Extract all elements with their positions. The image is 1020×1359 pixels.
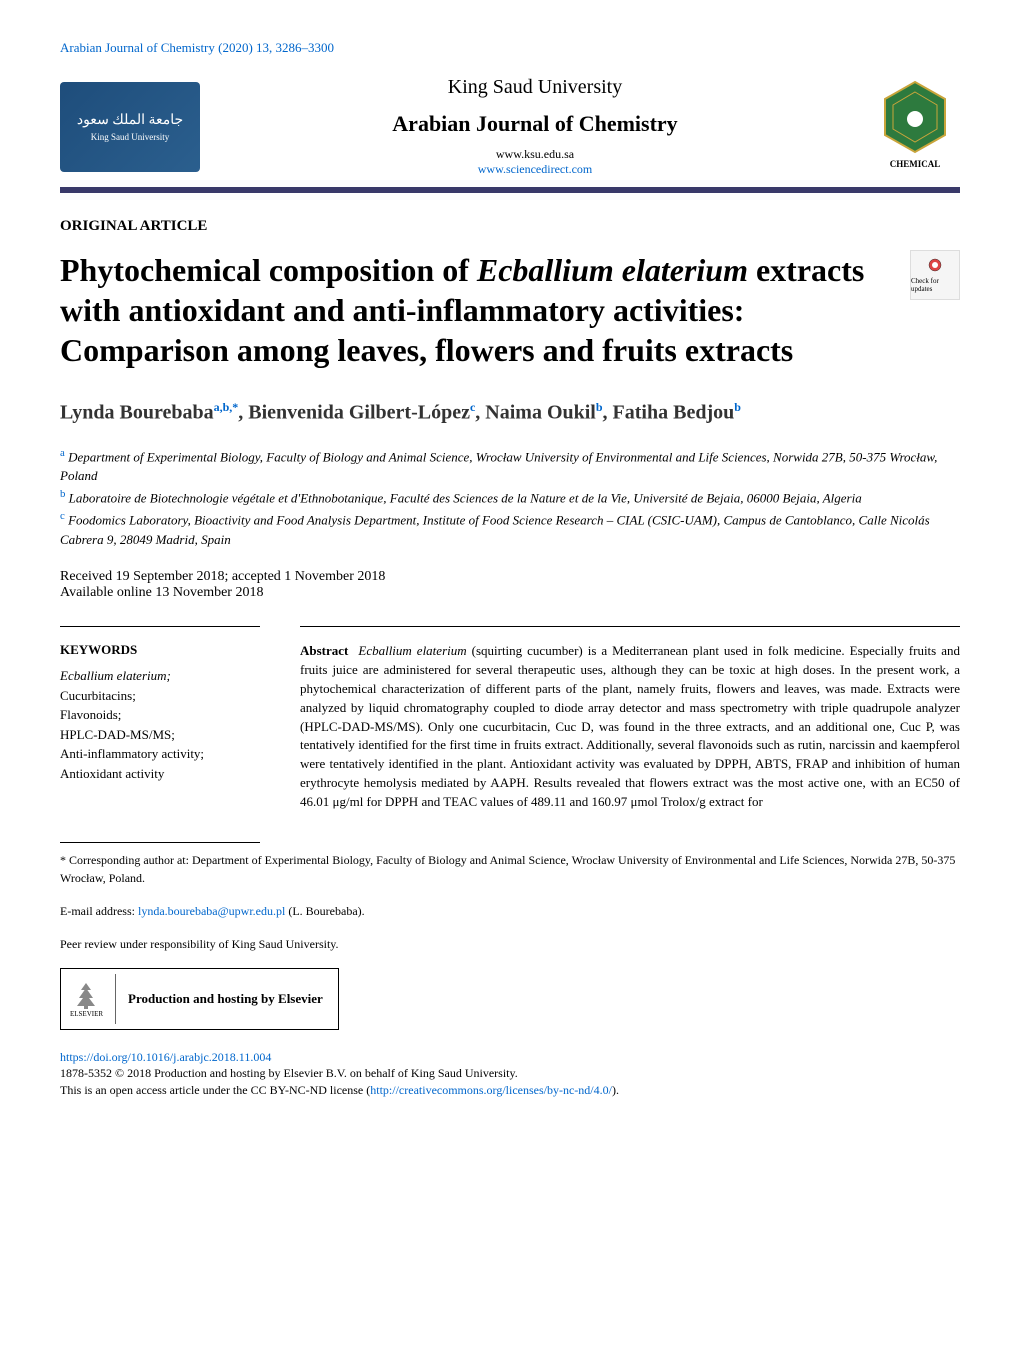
elsevier-tree-icon	[69, 980, 104, 1010]
keyword-3: HPLC-DAD-MS/MS;	[60, 725, 260, 745]
license-suffix: ).	[612, 1083, 619, 1097]
chemical-label: CHEMICAL	[890, 159, 941, 169]
abstract-text: Abstract Ecballium elaterium (squirting …	[300, 642, 960, 812]
license-prefix: This is an open access article under the…	[60, 1083, 370, 1097]
authors: Lynda Bourebabaa,b,*, Bienvenida Gilbert…	[60, 400, 960, 425]
ksu-logo: جامعة الملك سعود King Saud University	[60, 82, 200, 172]
license-line: This is an open access article under the…	[60, 1082, 960, 1099]
abstract-body: (squirting cucumber) is a Mediterranean …	[300, 643, 960, 809]
check-updates-badge[interactable]: Check for updates	[910, 250, 960, 300]
peer-review-footnote: Peer review under responsibility of King…	[60, 935, 960, 953]
author-4-sup: b	[734, 400, 741, 414]
center-header: King Saud University Arabian Journal of …	[200, 76, 870, 177]
check-updates-label: Check for updates	[911, 277, 959, 293]
abstract-column: Abstract Ecballium elaterium (squirting …	[300, 626, 960, 812]
author-2: , Bienvenida Gilbert-López	[238, 402, 470, 424]
url-sciencedirect[interactable]: www.sciencedirect.com	[200, 162, 870, 177]
title-italic: Ecballium elaterium	[477, 252, 748, 288]
kw-divider	[60, 626, 260, 627]
copyright: 1878-5352 © 2018 Production and hosting …	[60, 1065, 960, 1099]
affiliations: a Department of Experimental Biology, Fa…	[60, 445, 960, 549]
email-footnote: E-mail address: lynda.bourebaba@upwr.edu…	[60, 902, 960, 920]
article-type: ORIGINAL ARTICLE	[60, 218, 960, 235]
license-url[interactable]: http://creativecommons.org/licenses/by-n…	[370, 1083, 612, 1097]
author-1: Lynda Bourebaba	[60, 402, 214, 424]
author-4: , Fatiha Bedjou	[603, 402, 735, 424]
society-logo: CHEMICAL	[870, 77, 960, 177]
elsevier-label: ELSEVIER	[70, 1010, 103, 1018]
keyword-0: Ecballium elaterium;	[60, 666, 260, 686]
abstract-label: Abstract	[300, 643, 348, 658]
keyword-2: Flavonoids;	[60, 705, 260, 725]
keyword-1: Cucurbitacins;	[60, 686, 260, 706]
check-updates-icon	[925, 257, 945, 277]
author-1-sup: a,b,*	[214, 400, 239, 414]
affiliation-c: c Foodomics Laboratory, Bioactivity and …	[60, 508, 960, 549]
hosting-text: Production and hosting by Elsevier	[128, 991, 323, 1007]
affiliation-a: a Department of Experimental Biology, Fa…	[60, 445, 960, 486]
title-part1: Phytochemical composition of	[60, 252, 477, 288]
email-label: E-mail address:	[60, 904, 138, 918]
abstract-section: KEYWORDS Ecballium elaterium; Cucurbitac…	[60, 626, 960, 812]
author-3-sup: b	[596, 400, 603, 414]
author-3: , Naima Oukil	[475, 402, 596, 424]
article-title: Phytochemical composition of Ecballium e…	[60, 250, 890, 370]
footnote-divider	[60, 842, 260, 843]
thick-divider	[60, 187, 960, 193]
title-row: Phytochemical composition of Ecballium e…	[60, 250, 960, 370]
university-name: King Saud University	[200, 76, 870, 99]
elsevier-logo: ELSEVIER	[66, 974, 116, 1024]
email-suffix: (L. Bourebaba).	[285, 904, 364, 918]
hosting-box: ELSEVIER Production and hosting by Elsev…	[60, 968, 339, 1030]
keywords-column: KEYWORDS Ecballium elaterium; Cucurbitac…	[60, 626, 260, 812]
online-date: Available online 13 November 2018	[60, 585, 960, 601]
journal-citation[interactable]: Arabian Journal of Chemistry (2020) 13, …	[60, 40, 960, 56]
hexagon-badge-icon	[875, 77, 955, 157]
keyword-5: Antioxidant activity	[60, 764, 260, 784]
issn-line: 1878-5352 © 2018 Production and hosting …	[60, 1065, 960, 1082]
ksu-logo-arabic: جامعة الملك سعود	[77, 112, 183, 129]
journal-header: جامعة الملك سعود King Saud University Ki…	[60, 76, 960, 177]
abs-divider	[300, 626, 960, 627]
keywords-list: Ecballium elaterium; Cucurbitacins; Flav…	[60, 666, 260, 783]
journal-urls: www.ksu.edu.sa www.sciencedirect.com	[200, 147, 870, 177]
affiliation-b: b Laboratoire de Biotechnologie végétale…	[60, 486, 960, 508]
corresponding-footnote: * Corresponding author at: Department of…	[60, 851, 960, 887]
keyword-4: Anti-inflammatory activity;	[60, 744, 260, 764]
keywords-heading: KEYWORDS	[60, 642, 260, 658]
dates: Received 19 September 2018; accepted 1 N…	[60, 569, 960, 601]
ksu-logo-english: King Saud University	[91, 132, 170, 142]
url-ksu[interactable]: www.ksu.edu.sa	[200, 147, 870, 162]
journal-name: Arabian Journal of Chemistry	[200, 111, 870, 137]
email-link[interactable]: lynda.bourebaba@upwr.edu.pl	[138, 904, 285, 918]
abstract-italic: Ecballium elaterium	[358, 643, 466, 658]
received-date: Received 19 September 2018; accepted 1 N…	[60, 569, 960, 585]
doi-link[interactable]: https://doi.org/10.1016/j.arabjc.2018.11…	[60, 1050, 960, 1065]
